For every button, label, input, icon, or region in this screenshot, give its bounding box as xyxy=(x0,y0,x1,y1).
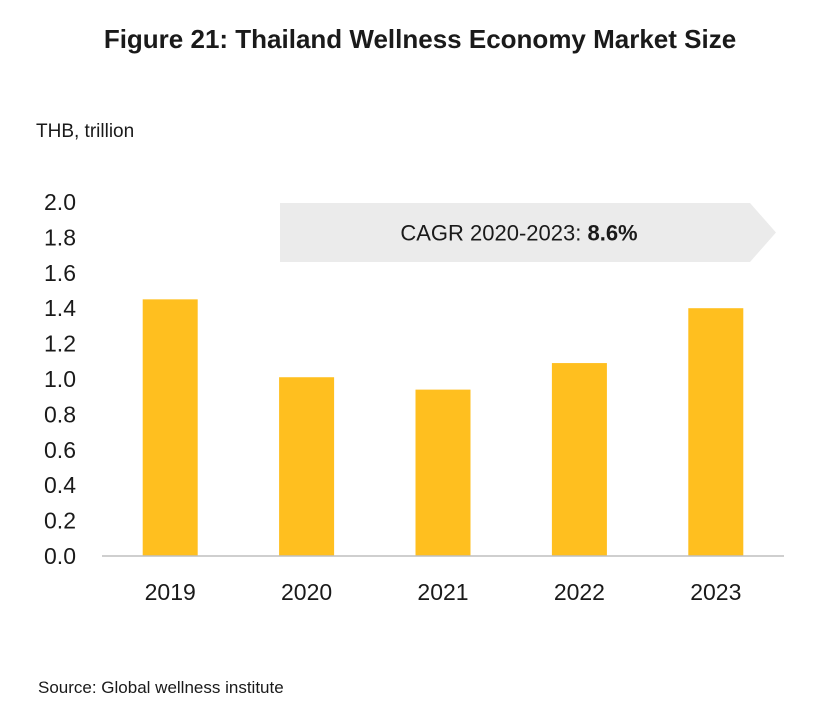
y-tick-label: 0.2 xyxy=(44,508,76,534)
bar-2021 xyxy=(415,389,471,556)
y-tick-label: 1.2 xyxy=(44,331,76,357)
cagr-value: 8.6% xyxy=(587,221,637,246)
y-tick-label: 0.6 xyxy=(44,437,76,463)
x-tick-label: 2022 xyxy=(554,579,605,605)
cagr-annotation: CAGR 2020-2023: 8.6% xyxy=(280,203,776,262)
bar-2019 xyxy=(142,299,198,556)
y-axis-ticks: 0.0 0.2 0.4 0.6 0.8 1.0 1.2 1.4 1.6 1.8 2.0 xyxy=(44,189,76,569)
y-tick-label: 0.8 xyxy=(44,401,76,427)
y-tick-label: 1.6 xyxy=(44,260,76,286)
bar-2023 xyxy=(688,308,744,556)
x-tick-label: 2023 xyxy=(690,579,741,605)
y-tick-label: 1.0 xyxy=(44,366,76,392)
y-tick-label: 1.8 xyxy=(44,224,76,250)
y-tick-label: 0.4 xyxy=(44,472,76,498)
x-tick-label: 2019 xyxy=(145,579,196,605)
x-tick-label: 2021 xyxy=(417,579,468,605)
chart-title: Figure 21: Thailand Wellness Economy Mar… xyxy=(103,24,737,54)
cagr-arrow-shape xyxy=(280,203,776,262)
cagr-label: CAGR 2020-2023: xyxy=(400,221,587,246)
source-note: Source: Global wellness institute xyxy=(38,678,284,697)
bar-2022 xyxy=(551,363,607,556)
bars xyxy=(142,299,744,556)
y-tick-label: 2.0 xyxy=(44,189,76,215)
y-axis-unit-label: THB, trillion xyxy=(36,121,135,142)
x-tick-label: 2020 xyxy=(281,579,332,605)
cagr-annotation-text: CAGR 2020-2023: 8.6% xyxy=(400,221,637,246)
x-axis-ticks: 2019 2020 2021 2022 2023 xyxy=(145,579,742,605)
y-tick-label: 1.4 xyxy=(44,295,76,321)
bar-2020 xyxy=(279,377,335,556)
y-tick-label: 0.0 xyxy=(44,543,76,569)
